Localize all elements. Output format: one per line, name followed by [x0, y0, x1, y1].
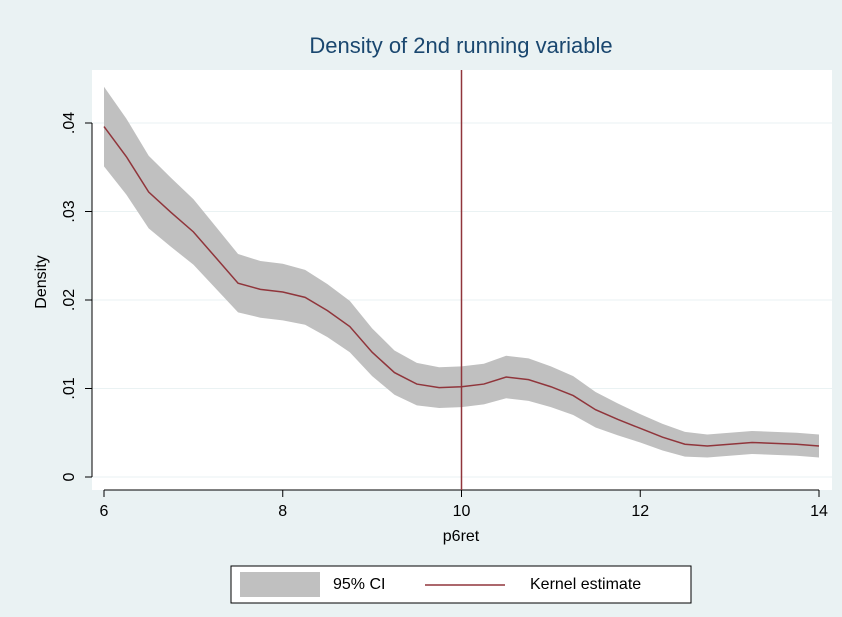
- x-tick-label: 14: [810, 503, 828, 520]
- y-axis-label: Density: [33, 255, 50, 308]
- y-tick-label: 0: [61, 472, 78, 481]
- x-tick-label: 12: [631, 503, 649, 520]
- x-tick-label: 8: [278, 503, 287, 520]
- chart-title: Density of 2nd running variable: [309, 33, 612, 58]
- x-axis-label: p6ret: [443, 528, 480, 545]
- x-tick-label: 6: [100, 503, 109, 520]
- legend-swatch: [240, 572, 320, 597]
- y-tick-label: .01: [61, 377, 78, 399]
- y-tick-label: .03: [61, 200, 78, 222]
- y-tick-label: .02: [61, 289, 78, 311]
- legend-label: Kernel estimate: [530, 576, 641, 593]
- x-tick-label: 10: [453, 503, 471, 520]
- y-tick-label: .04: [61, 112, 78, 134]
- legend-label: 95% CI: [333, 576, 385, 593]
